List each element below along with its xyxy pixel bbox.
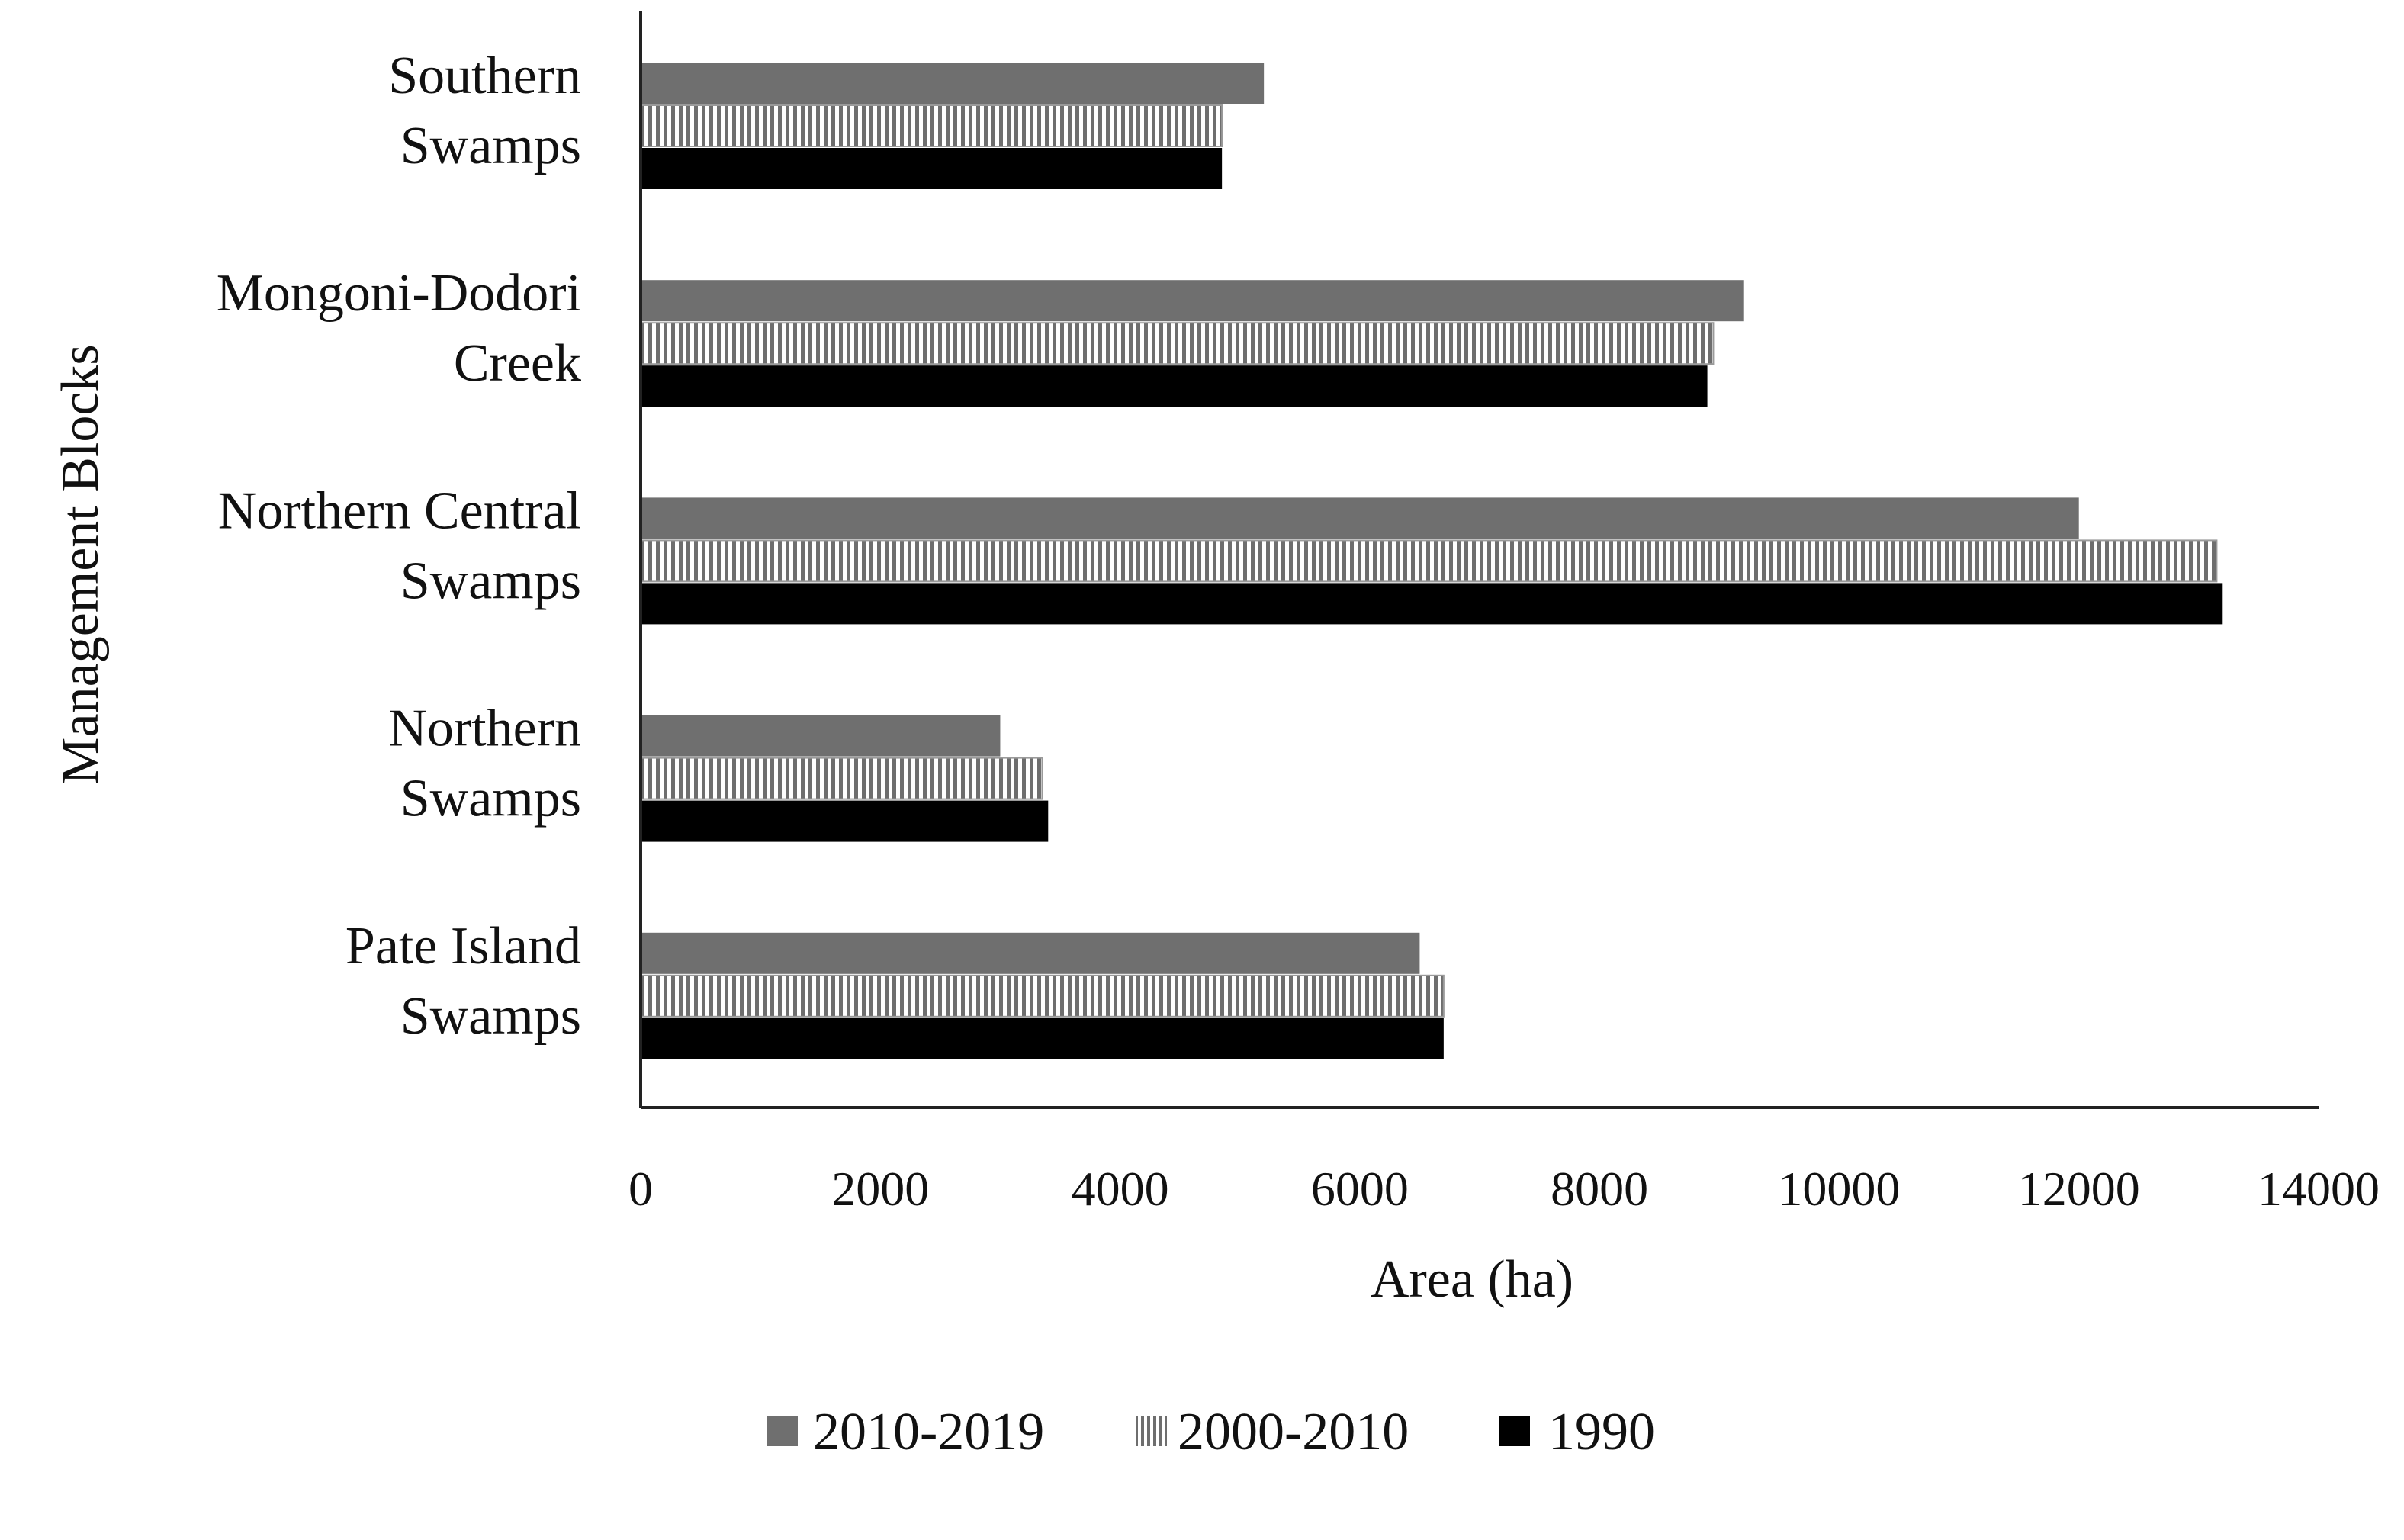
bar-2-series-1 bbox=[641, 280, 1744, 322]
category-label-line: Northern Central bbox=[218, 481, 581, 540]
bar-4-series-2 bbox=[640, 757, 1043, 800]
x-tick-label-1: 0 bbox=[628, 1162, 653, 1216]
bar-5-series-3 bbox=[641, 1018, 1444, 1059]
legend-swatch-3 bbox=[1499, 1416, 1530, 1446]
bars-layer bbox=[640, 63, 2223, 1059]
legend-label-3: 1990 bbox=[1548, 1403, 1655, 1461]
bar-5-series-1 bbox=[641, 932, 1420, 974]
x-tick-label-6: 10000 bbox=[1778, 1162, 1900, 1216]
bar-4-series-3 bbox=[641, 800, 1049, 842]
category-label-5: Pate Island Swamps bbox=[345, 917, 581, 1046]
bar-4-series-1 bbox=[641, 715, 1001, 757]
category-label-line: Mongoni-Dodori bbox=[217, 264, 581, 323]
category-label-1: Southern Swamps bbox=[388, 47, 581, 175]
category-label-line: Swamps bbox=[400, 117, 581, 175]
bar-3-series-3 bbox=[641, 583, 2223, 625]
legend-swatch-1 bbox=[767, 1416, 798, 1446]
bar-3-series-1 bbox=[641, 497, 2079, 539]
bar-1-series-1 bbox=[641, 63, 1265, 104]
x-tick-label-2: 2000 bbox=[831, 1162, 929, 1216]
legend: 2010-2019 2000-2010 1990 bbox=[767, 1403, 1655, 1461]
bar-2-series-2 bbox=[640, 322, 1715, 365]
x-axis-title: Area (ha) bbox=[1371, 1250, 1573, 1309]
category-label-line: Pate Island bbox=[345, 917, 581, 976]
x-tick-label-7: 12000 bbox=[2018, 1162, 2140, 1216]
legend-label-1: 2010-2019 bbox=[813, 1403, 1044, 1461]
category-label-line: Swamps bbox=[400, 551, 581, 610]
x-tick-label-8: 14000 bbox=[2258, 1162, 2380, 1216]
bar-5-series-2 bbox=[640, 974, 1445, 1018]
legend-swatch-2 bbox=[1136, 1416, 1167, 1446]
bar-1-series-2 bbox=[640, 104, 1223, 147]
category-label-4: Northern Swamps bbox=[388, 699, 581, 828]
y-axis-title: Management Blocks bbox=[51, 344, 110, 784]
legend-label-2: 2000-2010 bbox=[1178, 1403, 1409, 1461]
category-label-line: Southern bbox=[388, 47, 581, 105]
x-tick-label-3: 4000 bbox=[1072, 1162, 1169, 1216]
category-label-3: Northern Central Swamps bbox=[218, 481, 581, 610]
category-label-2: Mongoni-Dodori Creek bbox=[217, 264, 581, 393]
category-label-line: Northern bbox=[388, 699, 581, 758]
labels-layer: Southern Swamps Mongoni-Dodori Creek Norther… bbox=[217, 47, 2380, 1216]
category-label-line: Creek bbox=[454, 334, 581, 393]
axes-layer bbox=[639, 11, 2319, 1109]
x-tick-label-5: 8000 bbox=[1551, 1162, 1648, 1216]
bar-2-series-3 bbox=[641, 365, 1708, 407]
bar-3-series-2 bbox=[640, 539, 2218, 583]
x-tick-label-4: 6000 bbox=[1311, 1162, 1409, 1216]
category-label-line: Swamps bbox=[400, 770, 581, 828]
bar-1-series-3 bbox=[641, 148, 1223, 189]
category-label-line: Swamps bbox=[400, 987, 581, 1046]
